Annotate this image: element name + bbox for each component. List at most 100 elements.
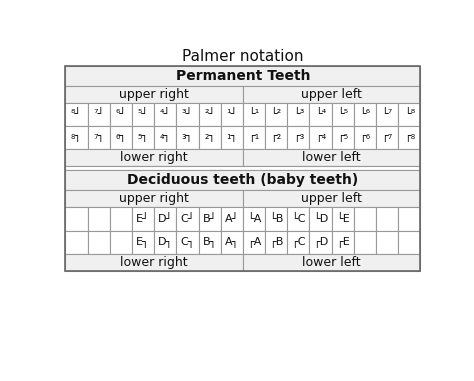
Text: ┌₃: ┌₃: [293, 132, 304, 142]
Bar: [110, 126, 132, 149]
Bar: [310, 126, 332, 149]
Text: └⁵: └⁵: [337, 109, 348, 119]
Text: C┘: C┘: [180, 214, 195, 224]
Bar: [65, 190, 243, 207]
Bar: [243, 86, 420, 103]
Bar: [199, 231, 221, 254]
Text: ┌₂: ┌₂: [271, 132, 282, 142]
Bar: [287, 126, 310, 149]
Text: ┌₈: ┌₈: [404, 132, 415, 142]
Text: Palmer notation: Palmer notation: [182, 49, 304, 64]
Bar: [265, 207, 287, 231]
Text: └⁶: └⁶: [359, 109, 371, 119]
Text: ₄┐: ₄┐: [160, 132, 171, 142]
Bar: [287, 207, 310, 231]
Bar: [65, 126, 88, 149]
Bar: [398, 207, 420, 231]
Bar: [265, 126, 287, 149]
Bar: [154, 103, 176, 126]
Bar: [199, 207, 221, 231]
Text: └A: └A: [247, 214, 261, 224]
Bar: [243, 103, 265, 126]
Bar: [354, 103, 376, 126]
Bar: [398, 126, 420, 149]
Text: lower left: lower left: [302, 256, 361, 269]
Text: upper right: upper right: [119, 88, 189, 101]
Bar: [354, 126, 376, 149]
Bar: [88, 231, 110, 254]
Bar: [376, 207, 398, 231]
Text: E┘: E┘: [136, 214, 150, 224]
Text: ┌C: ┌C: [291, 237, 306, 248]
Text: └²: └²: [271, 109, 282, 119]
Bar: [65, 149, 243, 166]
Text: └⁷: └⁷: [382, 109, 393, 119]
Bar: [398, 231, 420, 254]
Text: A┘: A┘: [225, 214, 239, 224]
Bar: [265, 231, 287, 254]
Bar: [154, 126, 176, 149]
Text: Permanent Teeth: Permanent Teeth: [176, 69, 310, 83]
Bar: [199, 126, 221, 149]
Bar: [65, 66, 420, 271]
Bar: [376, 231, 398, 254]
Bar: [310, 103, 332, 126]
Bar: [65, 170, 420, 190]
Text: C┐: C┐: [180, 237, 195, 248]
Bar: [243, 207, 265, 231]
Bar: [221, 207, 243, 231]
Text: ₇┐: ₇┐: [93, 132, 104, 142]
Bar: [243, 149, 420, 166]
Text: └³: └³: [293, 109, 304, 119]
Text: lower right: lower right: [120, 256, 188, 269]
Bar: [65, 207, 88, 231]
Text: lower left: lower left: [302, 151, 361, 164]
Bar: [243, 126, 265, 149]
Bar: [176, 126, 199, 149]
Text: ┌A: ┌A: [247, 237, 261, 248]
Text: upper left: upper left: [301, 192, 362, 205]
Text: ¹┘: ¹┘: [226, 109, 237, 119]
Bar: [398, 103, 420, 126]
Bar: [265, 103, 287, 126]
Text: ┌₆: ┌₆: [359, 132, 371, 142]
Text: ⁸┘: ⁸┘: [71, 109, 82, 119]
Bar: [354, 207, 376, 231]
Bar: [176, 103, 199, 126]
Bar: [287, 231, 310, 254]
Text: ₆┐: ₆┐: [115, 132, 127, 142]
Bar: [65, 166, 420, 170]
Bar: [176, 207, 199, 231]
Bar: [332, 207, 354, 231]
Text: E┐: E┐: [136, 237, 150, 248]
Bar: [88, 126, 110, 149]
Bar: [310, 231, 332, 254]
Bar: [354, 231, 376, 254]
Bar: [110, 103, 132, 126]
Text: ₅┐: ₅┐: [137, 132, 149, 142]
Text: └D: └D: [313, 214, 328, 224]
Text: ⁶┘: ⁶┘: [115, 109, 127, 119]
Bar: [310, 207, 332, 231]
Text: └B: └B: [269, 214, 283, 224]
Text: B┐: B┐: [202, 237, 217, 248]
Bar: [221, 103, 243, 126]
Bar: [332, 126, 354, 149]
Text: ┌₇: ┌₇: [382, 132, 393, 142]
Bar: [132, 126, 154, 149]
Bar: [221, 231, 243, 254]
Bar: [132, 207, 154, 231]
Bar: [332, 231, 354, 254]
Text: ₂┐: ₂┐: [204, 132, 215, 142]
Bar: [132, 103, 154, 126]
Bar: [176, 231, 199, 254]
Text: lower right: lower right: [120, 151, 188, 164]
Text: ┌₄: ┌₄: [315, 132, 326, 142]
Bar: [65, 254, 243, 271]
Text: ┌₅: ┌₅: [337, 132, 348, 142]
Bar: [243, 190, 420, 207]
Bar: [65, 86, 243, 103]
Bar: [65, 66, 420, 86]
Bar: [65, 231, 88, 254]
Bar: [376, 103, 398, 126]
